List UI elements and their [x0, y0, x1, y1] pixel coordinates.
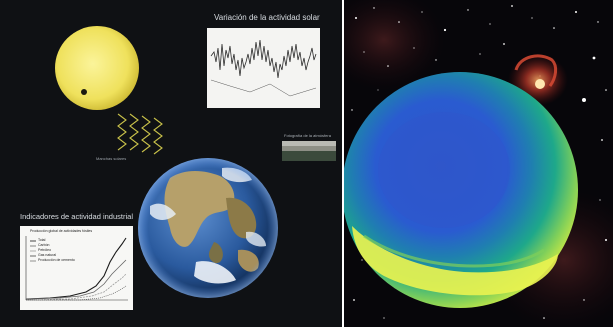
ozone-hole [378, 112, 510, 228]
ozone-hole-artwork [344, 0, 613, 327]
ozone-high-band [352, 226, 558, 296]
solar-activity-chart [207, 28, 320, 108]
industrial-chart-title: Producción global de actividades fósiles [30, 229, 93, 233]
sunspots-caption: Manchas solares [96, 156, 127, 161]
legend-item-total: Total [38, 238, 46, 242]
solar-activity-title: Variación de la actividad solar [214, 13, 320, 22]
legend-item-gas: Gas natural [38, 253, 57, 257]
climate-collage-panel: Variación de la actividad solar Indicado… [0, 0, 342, 327]
photo-caption: Fotografía de la atmósfera [284, 133, 331, 138]
legend-item-coal: Carbón [38, 243, 50, 247]
sun-image [55, 26, 139, 110]
sunspot [81, 89, 87, 95]
ozone-hole-panel [344, 0, 613, 327]
sunspot-cycle-graphic [117, 113, 163, 155]
ozone-globe [344, 72, 578, 308]
chart-legend-swatches [30, 240, 36, 262]
legend-item-cement: Producción de cemento [38, 258, 75, 262]
indicators-title: Indicadores de actividad industrial [20, 212, 133, 221]
earth-globe [138, 158, 278, 298]
industrial-activity-chart [20, 226, 133, 310]
atmosphere-photo [282, 141, 336, 161]
collage-artwork [20, 26, 336, 310]
legend-item-oil: Petróleo [38, 248, 52, 252]
